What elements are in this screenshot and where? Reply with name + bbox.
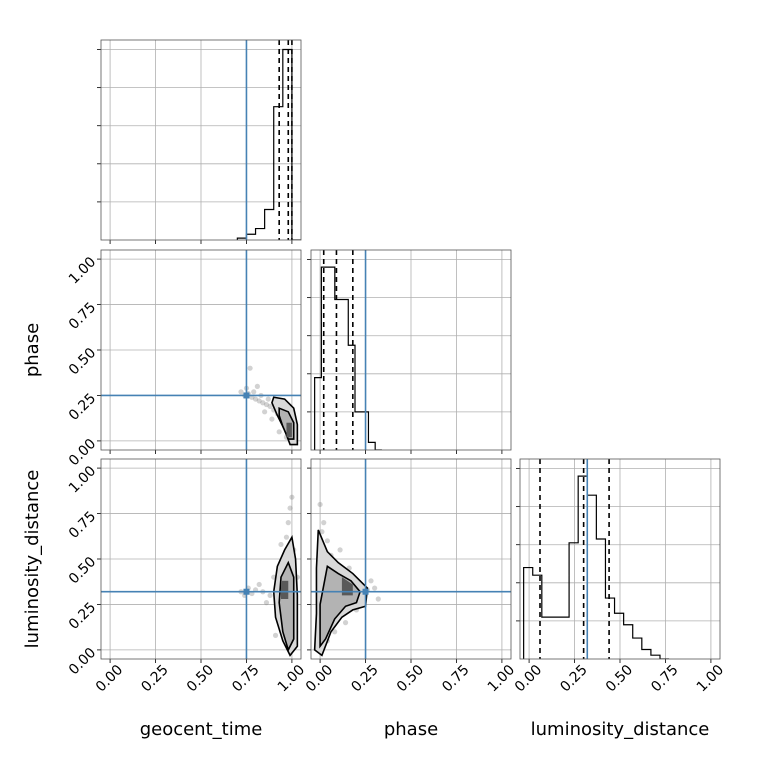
sample-point [278,541,284,548]
x-tick-label: 0.50 [394,662,427,695]
sample-point [375,596,381,602]
y-tick-label: 1.00 [66,463,99,496]
sample-point [342,620,349,626]
sample-point [252,396,259,402]
sample-point [289,494,295,500]
x-tick-label: 0.25 [138,662,171,695]
joint-panel-geocent_time-phase [97,249,302,454]
sample-point [256,581,262,588]
x-tick-label: 0.50 [603,662,636,695]
x-axis-label-luminosity_distance: luminosity_distance [531,719,710,740]
joint-panel-geocent_time-luminosity_distance [97,458,302,663]
x-tick-label: 0.75 [439,662,472,695]
y-tick-label: 0.25 [66,390,99,423]
sample-point [256,398,262,404]
joint-plot-area [101,250,301,450]
sample-point [267,403,273,409]
x-tick-label: 0.75 [229,662,262,695]
panel-frame [310,249,512,451]
y-axis-label-luminosity_distance: luminosity_distance [22,470,43,649]
x-axis-label-phase: phase [384,719,438,740]
panel-frame [100,39,302,241]
sample-point [368,578,374,584]
x-axis-label-geocent_time: geocent_time [140,719,263,740]
y-tick-label: 0.75 [66,509,99,542]
marginal-panel-luminosity_distance [516,458,721,663]
density-core [341,577,353,596]
density-core [286,422,292,438]
y-axis-label-phase: phase [22,323,43,377]
y-tick-label: 0.00 [66,436,99,469]
x-tick-label: 0.25 [348,662,381,695]
x-tick-label: 0.75 [648,662,681,695]
truth-marker [243,588,250,595]
sample-point [276,429,282,435]
joint-plot-area [101,459,301,659]
sample-point [272,632,279,638]
sample-point [260,400,266,406]
sample-point [238,389,244,395]
truth-marker [362,588,369,595]
sample-point [324,538,330,544]
x-tick-label: 0.00 [93,662,126,695]
sample-point [317,501,323,508]
sample-point [265,396,271,402]
sample-point [267,592,273,598]
sample-point [337,547,343,553]
sample-point [263,600,270,606]
sample-point [285,520,291,526]
sample-point [332,629,338,635]
x-tick-label: 0.00 [512,662,545,695]
sample-point [269,416,275,422]
y-tick-label: 0.50 [66,554,99,587]
sample-point [254,383,260,389]
sample-point [372,585,378,591]
histogram-outline [523,475,670,659]
density-core [281,580,289,599]
histogram-outline [314,266,382,450]
panel-frame [519,458,721,660]
sample-point [283,534,290,540]
y-tick-label: 0.75 [66,300,99,333]
panel-frame [100,249,302,451]
joint-panel-phase-luminosity_distance [307,458,512,663]
x-tick-label: 0.50 [184,662,217,695]
sample-point [263,401,270,408]
panel-frame [310,458,512,660]
sample-point [321,520,327,526]
y-tick-label: 0.50 [66,345,99,378]
x-tick-label: 1.00 [485,662,518,695]
joint-plot-area [311,459,511,659]
panel-frame [100,458,302,660]
sample-point [247,365,253,371]
x-tick-label: 0.00 [303,662,336,695]
x-tick-label: 0.25 [557,662,590,695]
y-tick-label: 0.25 [66,599,99,632]
sample-point [262,409,268,415]
marginal-panel-geocent_time [97,39,302,244]
truth-marker [243,392,250,399]
y-tick-label: 0.00 [66,645,99,678]
x-tick-label: 1.00 [694,662,727,695]
y-tick-label: 1.00 [66,254,99,287]
sample-point [287,505,293,511]
sample-point [251,389,257,395]
x-tick-label: 1.00 [275,662,308,695]
sample-point [319,529,325,535]
marginal-panel-phase [307,249,512,454]
